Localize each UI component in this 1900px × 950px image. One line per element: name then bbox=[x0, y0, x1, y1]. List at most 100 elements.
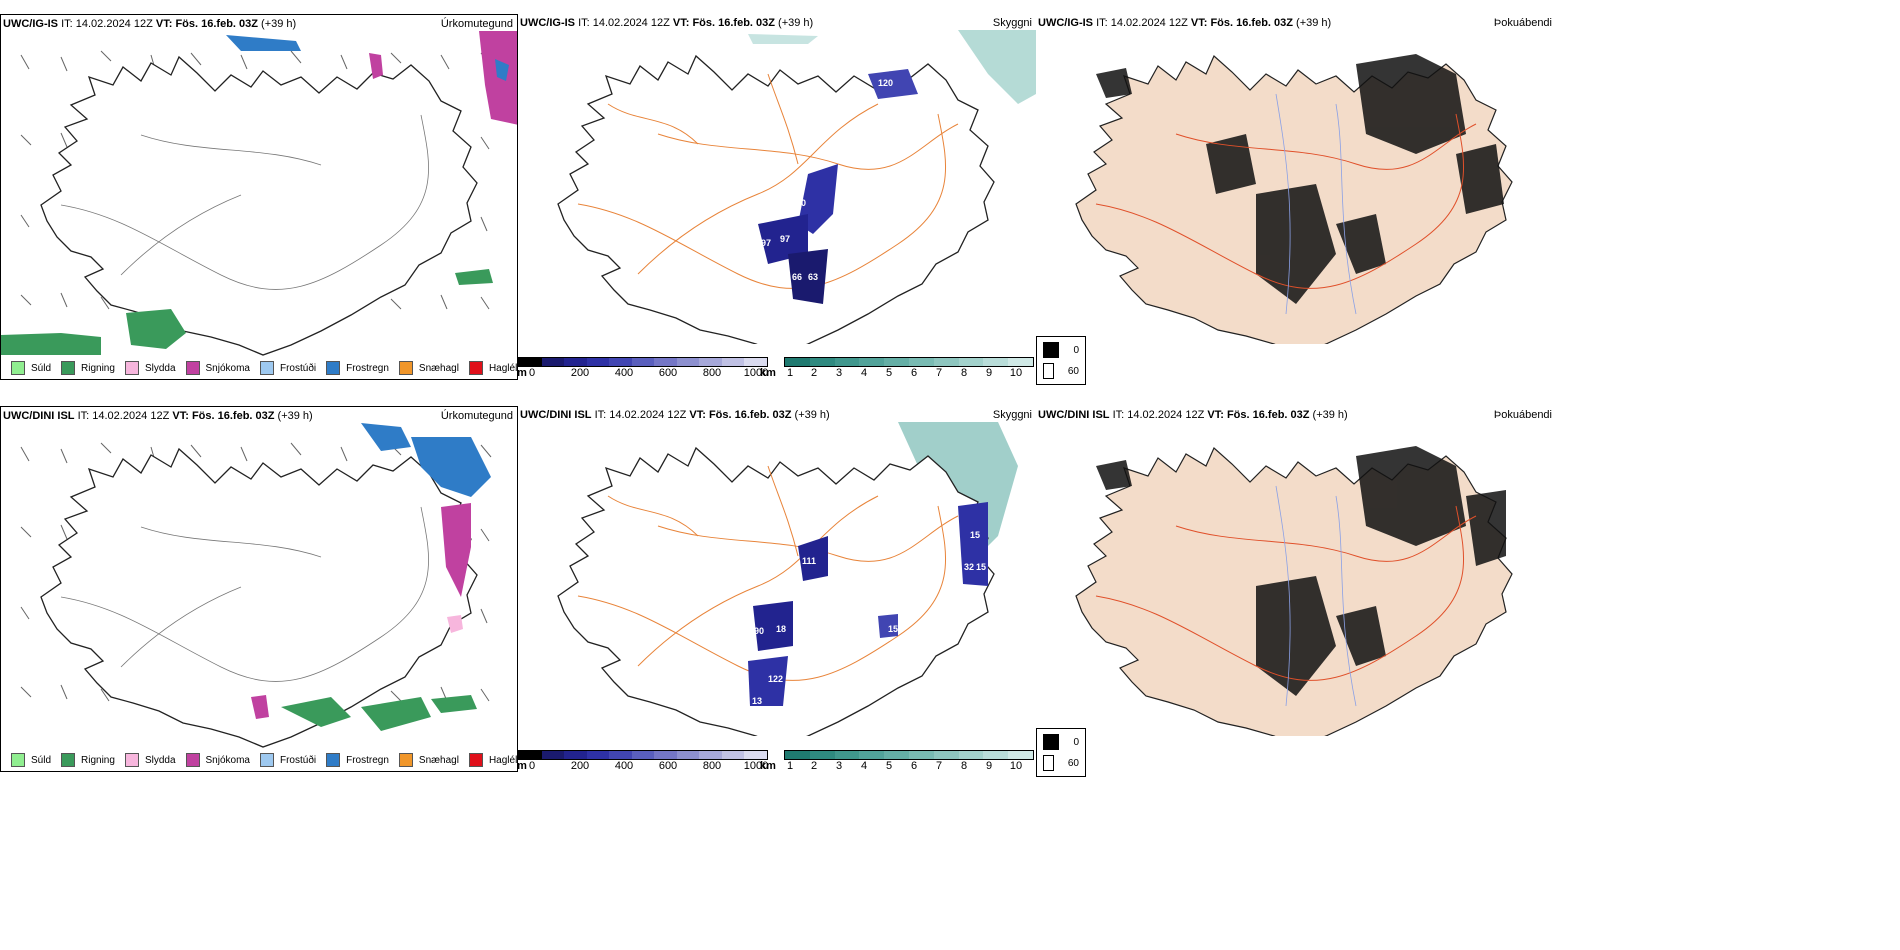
tick-label: 1 bbox=[786, 760, 794, 772]
rivers bbox=[1275, 485, 1357, 707]
tick-label: 400 bbox=[614, 367, 634, 379]
map-value-labels: 120 80 97 97 66 63 bbox=[761, 78, 893, 282]
precip-map bbox=[20, 423, 492, 748]
fog-index-areas bbox=[1096, 446, 1506, 696]
ceiling-ticks: m 0 200 400 600 800 1000 bbox=[517, 760, 769, 772]
tick-label: 3 bbox=[835, 367, 843, 379]
legend-swatch bbox=[1043, 755, 1054, 771]
tick-label: 800 bbox=[702, 760, 722, 772]
tick-label: 1000 bbox=[743, 760, 769, 772]
legend-swatch bbox=[398, 753, 413, 767]
value-label: 97 bbox=[761, 238, 771, 248]
precip-panel-row1: UWC/DINI ISL IT: 14.02.2024 12Z VT: Fös.… bbox=[0, 406, 518, 772]
legend-item: Frostregn bbox=[326, 361, 389, 375]
legend-swatch bbox=[124, 361, 139, 375]
ceiling-colorbar-row1: m 0 200 400 600 800 1000 bbox=[517, 750, 769, 772]
legend-item: Rigning bbox=[61, 753, 115, 767]
ceiling-areas bbox=[748, 502, 988, 706]
roads-grey bbox=[60, 506, 429, 682]
tick-label: 0 bbox=[528, 367, 536, 379]
precip-areas bbox=[1, 31, 517, 355]
tick-label: 800 bbox=[702, 367, 722, 379]
precip-panel-row0: UWC/IG-IS IT: 14.02.2024 12Z VT: Fös. 16… bbox=[0, 14, 518, 380]
panel-title: Þokuábendi bbox=[1493, 17, 1552, 29]
visibility-ticks: km 1 2 3 4 5 6 7 8 9 10 bbox=[760, 367, 1023, 379]
panel-title: Þokuábendi bbox=[1493, 409, 1552, 421]
precip-map bbox=[1, 31, 517, 356]
legend-swatch bbox=[11, 361, 25, 375]
legend-swatch bbox=[1043, 734, 1060, 750]
fog-legend-row1: 0 60 bbox=[1036, 728, 1086, 777]
tick-label: 5 bbox=[885, 367, 893, 379]
value-label: 120 bbox=[878, 78, 893, 88]
tick-label: 1 bbox=[786, 367, 794, 379]
legend-swatch bbox=[1043, 363, 1054, 379]
value-label: 80 bbox=[796, 198, 806, 208]
roads bbox=[1095, 113, 1477, 289]
value-label: 122 bbox=[768, 674, 783, 684]
legend-swatch bbox=[185, 753, 200, 767]
cloud-panel-row1: 111 90 18 21 122 13 15 32 15 15 UWC/DINI… bbox=[518, 406, 1036, 736]
precip-areas bbox=[251, 423, 491, 731]
legend-swatch bbox=[468, 753, 483, 767]
panel-title: Skyggni bbox=[992, 409, 1032, 421]
tick-label: 2 bbox=[810, 760, 818, 772]
tick-label: 200 bbox=[570, 760, 590, 772]
legend-item: Súld bbox=[11, 753, 51, 767]
tick-label: 2 bbox=[810, 367, 818, 379]
legend-item: Snjókoma bbox=[185, 361, 250, 375]
panel-header: UWC/IG-IS IT: 14.02.2024 12Z VT: Fös. 16… bbox=[520, 17, 814, 29]
value-label: 15 bbox=[970, 530, 980, 540]
tick-label: 0 bbox=[528, 760, 536, 772]
legend-item: Frostúði bbox=[259, 753, 316, 767]
precip-legend: Súld Rigning Slydda Snjókoma Frostúði Fr… bbox=[1, 749, 517, 771]
panel-title: Úrkomutegund bbox=[440, 410, 513, 422]
legend-item: Snæhagl bbox=[398, 753, 459, 767]
ceiling-areas bbox=[758, 69, 918, 304]
tick-label: 200 bbox=[570, 367, 590, 379]
tick-label: 600 bbox=[658, 367, 678, 379]
fog-legend-row0: 0 60 bbox=[1036, 336, 1086, 385]
fog-map bbox=[1075, 446, 1513, 736]
tick-label: 9 bbox=[985, 367, 993, 379]
visibility-ticks: km 1 2 3 4 5 6 7 8 9 10 bbox=[760, 760, 1023, 772]
value-label: 15 bbox=[888, 624, 898, 634]
cloud-panel-row0: 120 80 97 97 66 63 UWC/IG-IS IT: 14.02.2… bbox=[518, 14, 1036, 344]
legend-swatch bbox=[468, 361, 483, 375]
value-label: 97 bbox=[780, 234, 790, 244]
value-label: 90 bbox=[754, 626, 764, 636]
fog-panel-row1: UWC/DINI ISL IT: 14.02.2024 12Z VT: Fös.… bbox=[1036, 406, 1900, 736]
panel-title: Úrkomutegund bbox=[440, 18, 513, 30]
panel-title: Skyggni bbox=[992, 17, 1032, 29]
tick-label: 400 bbox=[614, 760, 634, 772]
value-label: 18 bbox=[776, 624, 786, 634]
legend-item: Slydda bbox=[124, 753, 176, 767]
map-value-labels: 111 90 18 21 122 13 15 32 15 15 bbox=[752, 530, 986, 706]
tick-label: 5 bbox=[885, 760, 893, 772]
ceiling-bar bbox=[518, 750, 768, 760]
legend-item: Snæhagl bbox=[398, 361, 459, 375]
tick-label: 4 bbox=[860, 367, 868, 379]
cloud-map: 111 90 18 21 122 13 15 32 15 15 bbox=[557, 422, 1018, 736]
tick-label: 8 bbox=[960, 760, 968, 772]
tick-label: 3 bbox=[835, 760, 843, 772]
legend-swatch bbox=[1043, 342, 1060, 358]
ceiling-bar bbox=[518, 357, 768, 367]
legend-swatch bbox=[61, 753, 76, 767]
value-label: 13 bbox=[752, 696, 762, 706]
roads bbox=[1095, 505, 1477, 681]
panel-header: UWC/DINI ISL IT: 14.02.2024 12Z VT: Fös.… bbox=[1038, 409, 1348, 421]
ceiling-ticks: m 0 200 400 600 800 1000 bbox=[517, 367, 769, 379]
legend-item: Slydda bbox=[124, 361, 176, 375]
panel-header: UWC/DINI ISL IT: 14.02.2024 12Z VT: Fös.… bbox=[3, 410, 313, 422]
visibility-bar bbox=[784, 357, 1034, 367]
legend-swatch bbox=[326, 753, 341, 767]
legend-swatch bbox=[259, 753, 274, 767]
panel-header: UWC/IG-IS IT: 14.02.2024 12Z VT: Fös. 16… bbox=[3, 18, 297, 30]
legend-swatch bbox=[185, 361, 200, 375]
legend-item: Rigning bbox=[61, 361, 115, 375]
rivers bbox=[1275, 93, 1357, 315]
value-label: 21 bbox=[788, 658, 798, 668]
fog-panel-row0: UWC/IG-IS IT: 14.02.2024 12Z VT: Fös. 16… bbox=[1036, 14, 1900, 344]
tick-label: 1000 bbox=[743, 367, 769, 379]
